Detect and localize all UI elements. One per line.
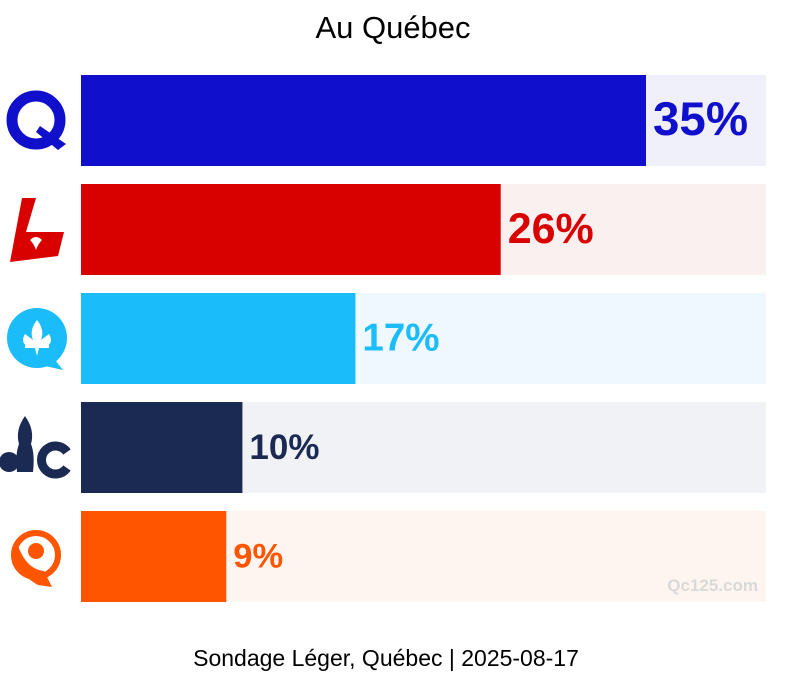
plq-logo-icon <box>10 198 64 262</box>
chart-footer: Sondage Léger, Québec | 2025-08-17 <box>193 645 579 671</box>
bar-pcq <box>81 402 243 493</box>
bar-pq <box>81 75 646 166</box>
data-label-pq: 35% <box>653 93 748 146</box>
watermark: Qc125.com <box>667 576 758 595</box>
bar-caq <box>81 293 356 384</box>
data-label-plq: 26% <box>508 205 594 253</box>
data-label-pcq: 10% <box>249 428 319 467</box>
chart-title: Au Québec <box>315 10 471 45</box>
bar-qs <box>81 511 227 602</box>
data-label-caq: 17% <box>362 317 439 360</box>
bar-plq <box>81 184 501 275</box>
pq-logo-icon <box>6 90 66 150</box>
data-label-qs: 9% <box>233 538 283 576</box>
bars-group: 35% 26% 17% 10% 9% <box>81 75 766 602</box>
caq-logo-icon <box>7 308 67 370</box>
pcq-logo-icon <box>0 416 71 479</box>
qs-logo-icon <box>11 530 61 587</box>
